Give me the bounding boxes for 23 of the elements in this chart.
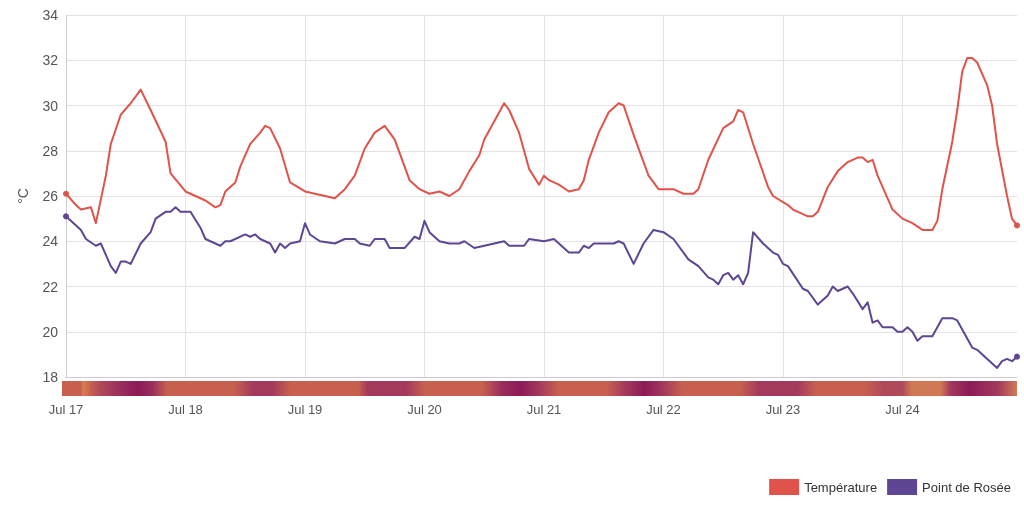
y-tick-label: 22 xyxy=(42,278,59,295)
point xyxy=(1014,353,1020,360)
y-tick-label: 30 xyxy=(42,97,59,114)
x-tick-label: Jul 24 xyxy=(885,402,920,417)
y-tick-label: 20 xyxy=(42,323,59,340)
legend-label: Température xyxy=(804,479,878,495)
x-tick-label: Jul 17 xyxy=(48,402,84,417)
x-tick-label: Jul 19 xyxy=(287,402,323,417)
y-tick-label: 28 xyxy=(42,142,59,159)
y-tick-label: 24 xyxy=(42,233,59,250)
x-tick-label: Jul 23 xyxy=(765,402,801,417)
x-tick-label: Jul 18 xyxy=(168,402,203,417)
y-tick-label: 32 xyxy=(42,52,59,69)
x-tick-label: Jul 22 xyxy=(646,402,681,417)
y-tick-label: 26 xyxy=(42,188,59,204)
point xyxy=(63,190,69,197)
y-tick-label: 34 xyxy=(42,7,59,23)
legend-label: Point de Rosée xyxy=(922,479,1012,495)
y-tick-label: 18 xyxy=(42,369,59,385)
x-tick-label: Jul 21 xyxy=(526,402,562,417)
point xyxy=(63,213,69,220)
x-tick-label: Jul 20 xyxy=(407,402,442,417)
y-axis-title: °C xyxy=(15,188,31,204)
